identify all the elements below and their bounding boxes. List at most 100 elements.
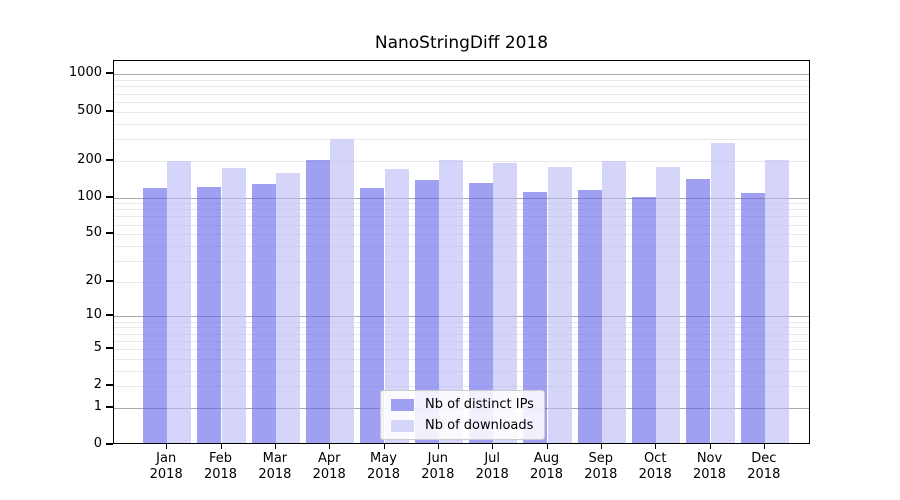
minor-gridline-800: [114, 86, 809, 88]
bar-ips-sep: [577, 190, 602, 443]
x-tick-label-jan: Jan 2018: [138, 451, 194, 483]
y-tick-label-200: 200: [77, 151, 102, 167]
legend-swatch-downloads: [391, 419, 414, 432]
x-label-month: Jan: [156, 451, 177, 466]
x-tick-label-apr: Apr 2018: [301, 451, 357, 483]
bar-ips-dec: [740, 192, 765, 443]
x-label-year: 2018: [203, 467, 238, 482]
x-label-year: 2018: [312, 467, 346, 482]
y-tick-5: [106, 346, 113, 349]
x-tick-label-mar: Mar 2018: [247, 451, 303, 483]
bar-downloads-sep: [601, 161, 626, 443]
x-tick-label-dec: Dec 2018: [736, 451, 792, 483]
bar-ips-apr: [306, 160, 331, 443]
minor-gridline-400: [114, 123, 809, 125]
x-label-month: Mar: [262, 451, 288, 466]
x-label-year: 2018: [747, 467, 781, 482]
y-tick-200: [106, 158, 113, 161]
y-tick-10: [106, 314, 113, 317]
x-tick-nov: [709, 444, 711, 449]
x-tick-label-oct: Oct 2018: [627, 451, 683, 483]
x-tick-aug: [546, 444, 548, 449]
x-tick-apr: [329, 444, 331, 449]
x-tick-may: [383, 444, 385, 449]
x-label-year: 2018: [529, 467, 564, 482]
x-tick-feb: [220, 444, 222, 449]
x-label-month: Jun: [427, 451, 448, 466]
x-label-year: 2018: [366, 467, 401, 482]
x-tick-mar: [274, 444, 276, 449]
plot-area: Nb of distinct IPs Nb of downloads: [113, 60, 810, 444]
x-tick-label-jul: Jul 2018: [464, 451, 520, 483]
bar-downloads-apr: [330, 138, 355, 443]
y-tick-label-0: 0: [93, 436, 102, 451]
x-tick-label-feb: Feb 2018: [193, 451, 249, 483]
y-tick-20: [106, 279, 113, 282]
legend-swatch-distinct-ips: [391, 398, 414, 411]
x-tick-label-nov: Nov 2018: [682, 451, 738, 483]
x-tick-jul: [492, 444, 494, 449]
y-tick-50: [106, 232, 113, 235]
bar-downloads-oct: [656, 166, 681, 443]
y-tick-2: [106, 384, 113, 387]
y-tick-label-10: 10: [85, 307, 102, 323]
x-tick-oct: [655, 444, 657, 449]
x-label-month: Jul: [484, 451, 501, 466]
bar-downloads-dec: [764, 159, 789, 443]
x-label-year: 2018: [638, 467, 672, 482]
chart-title: NanoStringDiff 2018: [374, 33, 549, 53]
x-label-month: Dec: [751, 451, 777, 466]
legend-label-downloads: Nb of downloads: [425, 418, 534, 433]
y-tick-1000: [106, 72, 113, 75]
bar-downloads-mar: [275, 172, 301, 443]
x-label-year: 2018: [149, 467, 183, 482]
x-label-month: Nov: [696, 451, 723, 466]
x-label-month: May: [370, 451, 397, 466]
x-label-year: 2018: [421, 467, 455, 482]
legend-label-distinct-ips: Nb of distinct IPs: [425, 397, 534, 412]
x-label-month: Aug: [533, 451, 560, 466]
y-tick-0: [106, 443, 113, 445]
x-tick-label-jun: Jun 2018: [410, 451, 466, 483]
y-tick-label-1: 1: [93, 398, 102, 414]
y-tick-label-50: 50: [85, 225, 102, 241]
x-tick-jun: [437, 444, 439, 449]
legend-row-downloads: Nb of downloads: [391, 418, 534, 433]
y-tick-1: [106, 405, 113, 408]
x-label-year: 2018: [584, 467, 618, 482]
minor-gridline-700: [114, 93, 809, 95]
y-tick-label-2: 2: [93, 377, 102, 393]
bar-ips-oct: [632, 196, 657, 443]
x-tick-sep: [600, 444, 602, 449]
major-gridline-1000: [114, 74, 809, 76]
y-tick-label-5: 5: [93, 339, 102, 355]
y-tick-label-100: 100: [77, 188, 102, 204]
x-tick-label-may: May 2018: [356, 451, 412, 483]
x-label-month: Sep: [588, 451, 614, 466]
bar-ips-nov: [686, 179, 711, 443]
legend-row-distinct-ips: Nb of distinct IPs: [391, 397, 534, 412]
bar-downloads-jan: [167, 161, 192, 443]
bar-ips-feb: [197, 186, 222, 443]
minor-gridline-600: [114, 101, 809, 103]
x-tick-label-aug: Aug 2018: [519, 451, 575, 483]
x-tick-jan: [166, 444, 168, 449]
minor-gridline-300: [114, 138, 809, 140]
bar-downloads-aug: [547, 167, 572, 443]
bar-downloads-feb: [221, 167, 246, 443]
y-tick-500: [106, 109, 113, 112]
x-label-year: 2018: [692, 467, 727, 482]
x-label-month: Apr: [317, 451, 341, 466]
x-label-month: Feb: [208, 451, 233, 466]
x-tick-dec: [763, 444, 765, 449]
bar-ips-jan: [143, 187, 168, 443]
bar-ips-mar: [251, 183, 276, 443]
y-tick-100: [106, 195, 113, 198]
legend: Nb of distinct IPs Nb of downloads: [380, 390, 545, 440]
minor-gridline-500: [114, 111, 809, 113]
y-tick-label-20: 20: [85, 272, 102, 288]
y-tick-label-500: 500: [77, 102, 102, 118]
x-label-year: 2018: [475, 467, 509, 482]
x-tick-label-sep: Sep 2018: [573, 451, 629, 483]
